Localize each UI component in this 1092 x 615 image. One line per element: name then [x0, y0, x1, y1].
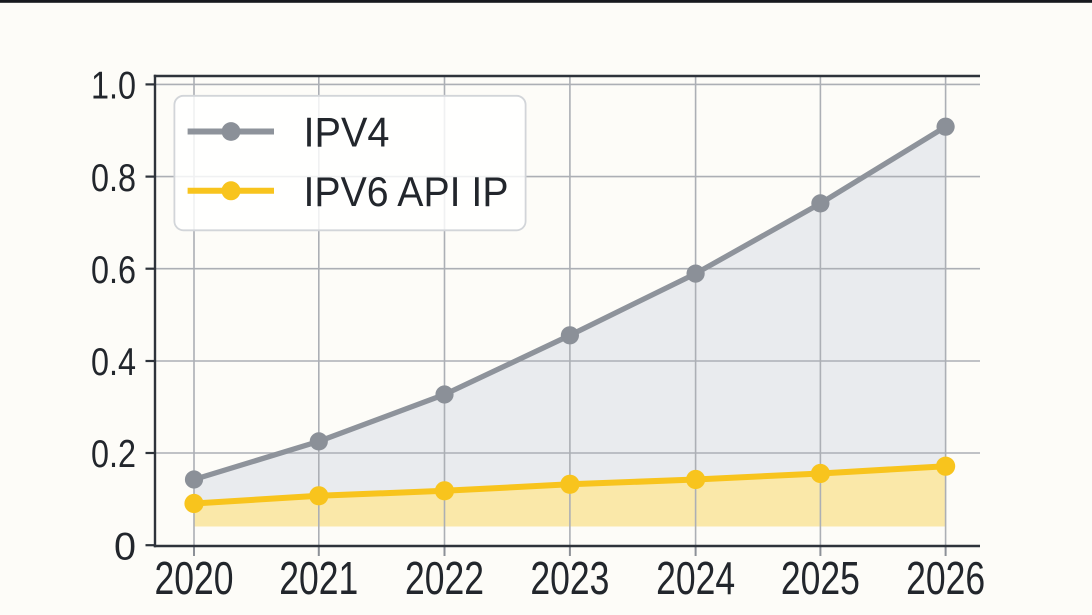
svg-text:2023: 2023 [530, 552, 609, 604]
svg-text:0.2: 0.2 [91, 433, 136, 476]
svg-text:2026: 2026 [906, 552, 985, 604]
svg-text:1.0: 1.0 [91, 65, 136, 108]
svg-text:2022: 2022 [405, 552, 484, 604]
svg-text:IPV4: IPV4 [304, 109, 390, 156]
svg-text:0.8: 0.8 [91, 157, 136, 200]
svg-text:0.6: 0.6 [91, 249, 136, 292]
svg-text:0.4: 0.4 [91, 341, 136, 384]
svg-text:2025: 2025 [781, 552, 860, 604]
svg-text:IPV6 API IP: IPV6 API IP [304, 168, 509, 215]
svg-text:2024: 2024 [656, 552, 735, 604]
svg-text:0: 0 [114, 525, 136, 568]
svg-text:2020: 2020 [155, 552, 234, 604]
svg-text:2021: 2021 [279, 552, 358, 604]
